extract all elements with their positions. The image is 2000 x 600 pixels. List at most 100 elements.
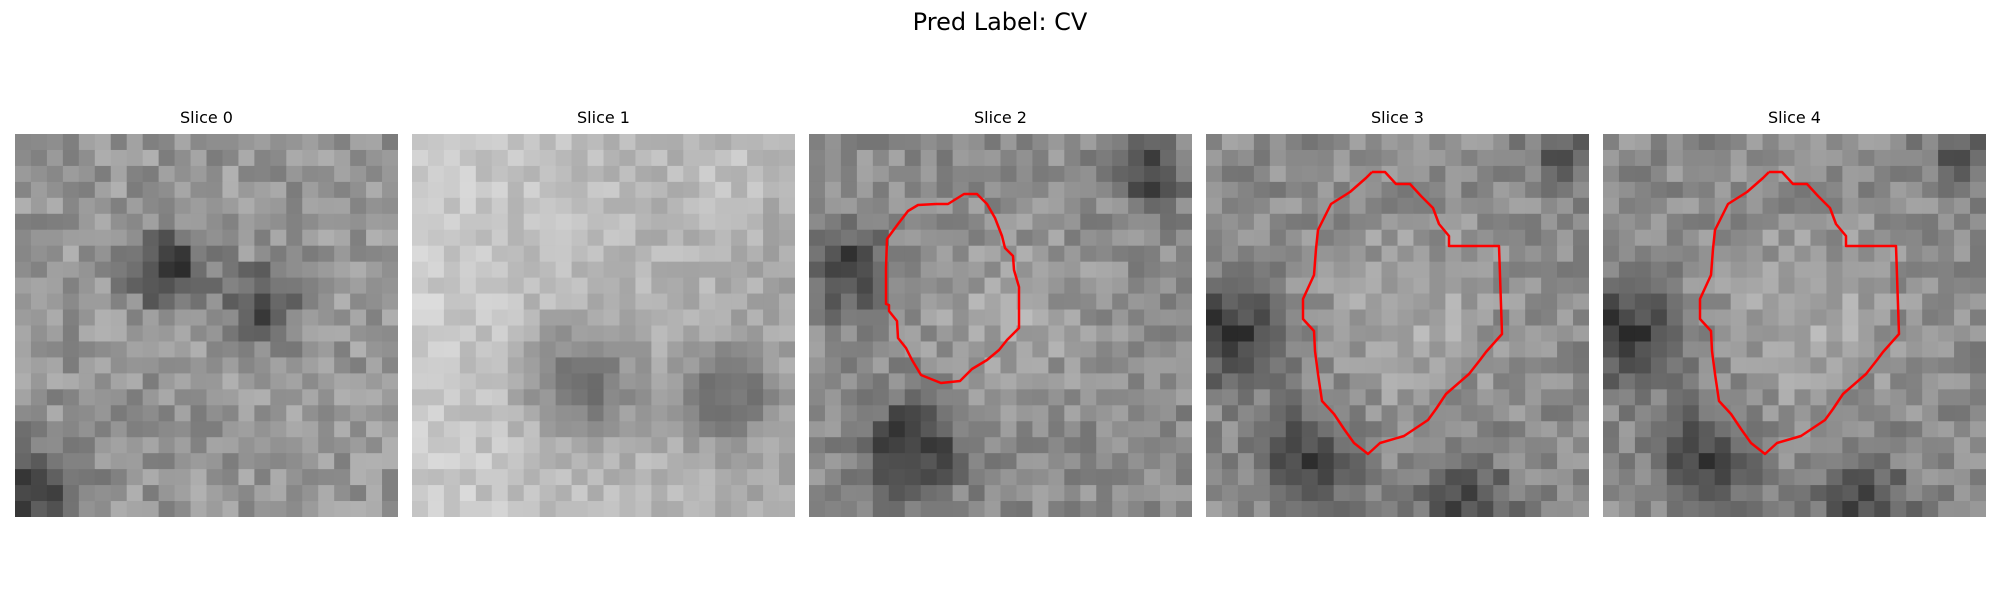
pixel bbox=[1746, 421, 1764, 438]
pixel bbox=[1525, 485, 1542, 502]
pixel bbox=[1285, 309, 1303, 327]
pixel bbox=[555, 213, 573, 231]
pixel bbox=[1778, 469, 1796, 486]
pixel bbox=[1938, 421, 1955, 438]
pixel bbox=[62, 261, 80, 279]
pixel bbox=[1064, 341, 1081, 359]
pixel bbox=[1048, 469, 1065, 486]
pixel bbox=[968, 453, 986, 470]
pixel bbox=[763, 197, 780, 215]
pixel bbox=[427, 229, 445, 247]
pixel bbox=[412, 197, 429, 215]
pixel bbox=[888, 229, 906, 247]
pixel bbox=[1397, 469, 1415, 486]
pixel bbox=[1253, 389, 1271, 406]
pixel bbox=[412, 421, 429, 438]
pixel bbox=[78, 245, 96, 263]
pixel bbox=[667, 181, 684, 199]
pixel bbox=[635, 453, 652, 470]
pixel bbox=[683, 453, 700, 470]
pixel bbox=[1365, 453, 1383, 470]
pixel bbox=[1253, 421, 1271, 438]
pixel bbox=[1714, 485, 1732, 502]
pixel bbox=[683, 309, 700, 327]
pixel bbox=[904, 373, 922, 390]
pixel bbox=[126, 134, 144, 151]
pixel bbox=[1826, 293, 1843, 311]
pixel bbox=[1253, 469, 1271, 486]
pixel bbox=[651, 325, 668, 343]
pixel bbox=[475, 469, 493, 486]
pixel bbox=[1603, 501, 1620, 517]
pixel bbox=[523, 134, 541, 151]
pixel bbox=[1285, 421, 1303, 438]
pixel bbox=[412, 245, 429, 263]
pixel bbox=[1317, 421, 1335, 438]
pixel bbox=[1509, 245, 1526, 263]
pixel bbox=[1176, 341, 1192, 359]
pixel bbox=[1461, 181, 1478, 199]
pixel bbox=[1810, 181, 1828, 199]
pixel bbox=[1461, 197, 1478, 215]
pixel bbox=[1890, 469, 1907, 486]
pixel bbox=[78, 389, 96, 406]
pixel bbox=[1112, 245, 1129, 263]
pixel bbox=[587, 277, 605, 295]
pixel bbox=[1128, 325, 1145, 343]
pixel bbox=[222, 421, 240, 438]
pixel bbox=[779, 165, 795, 183]
pixel bbox=[1317, 197, 1335, 215]
pixel bbox=[763, 373, 780, 390]
pixel bbox=[555, 357, 573, 374]
pixel bbox=[968, 197, 986, 215]
pixel bbox=[1810, 469, 1828, 486]
pixel bbox=[190, 229, 208, 247]
pixel bbox=[158, 149, 176, 167]
pixel bbox=[1381, 325, 1399, 343]
pixel bbox=[1429, 261, 1446, 279]
pixel bbox=[62, 197, 80, 215]
pixel bbox=[1365, 277, 1383, 295]
pixel bbox=[1714, 229, 1732, 247]
slice-title: Slice 2 bbox=[974, 108, 1027, 127]
pixel bbox=[1698, 165, 1716, 183]
pixel bbox=[1445, 197, 1462, 215]
pixel bbox=[1858, 469, 1875, 486]
pixel bbox=[1112, 469, 1129, 486]
pixel bbox=[382, 389, 398, 406]
pixel bbox=[984, 373, 1002, 390]
pixel bbox=[1618, 501, 1636, 517]
pixel bbox=[206, 277, 224, 295]
pixel bbox=[475, 309, 493, 327]
pixel bbox=[667, 197, 684, 215]
pixel bbox=[1461, 245, 1478, 263]
pixel bbox=[1253, 149, 1271, 167]
pixel bbox=[1650, 277, 1668, 295]
pixel bbox=[1206, 421, 1223, 438]
pixel bbox=[459, 325, 477, 343]
pixel bbox=[731, 309, 748, 327]
pixel bbox=[1048, 357, 1065, 374]
pixel bbox=[1682, 389, 1700, 406]
pixel bbox=[523, 165, 541, 183]
pixel bbox=[334, 309, 351, 327]
pixel bbox=[158, 341, 176, 359]
pixel bbox=[1746, 277, 1764, 295]
pixel bbox=[318, 134, 335, 151]
pixel bbox=[1160, 437, 1177, 454]
pixel bbox=[1032, 501, 1049, 517]
pixel bbox=[1176, 261, 1192, 279]
pixel bbox=[1778, 149, 1796, 167]
pixel bbox=[1413, 485, 1431, 502]
pixel bbox=[603, 181, 621, 199]
pixel bbox=[254, 197, 271, 215]
pixel bbox=[491, 181, 509, 199]
pixel bbox=[539, 229, 557, 247]
pixel bbox=[1794, 373, 1812, 390]
pixel bbox=[46, 181, 64, 199]
pixel bbox=[1032, 453, 1049, 470]
pixel bbox=[1858, 229, 1875, 247]
pixel bbox=[1509, 389, 1526, 406]
pixel bbox=[1112, 277, 1129, 295]
pixel bbox=[872, 485, 890, 502]
